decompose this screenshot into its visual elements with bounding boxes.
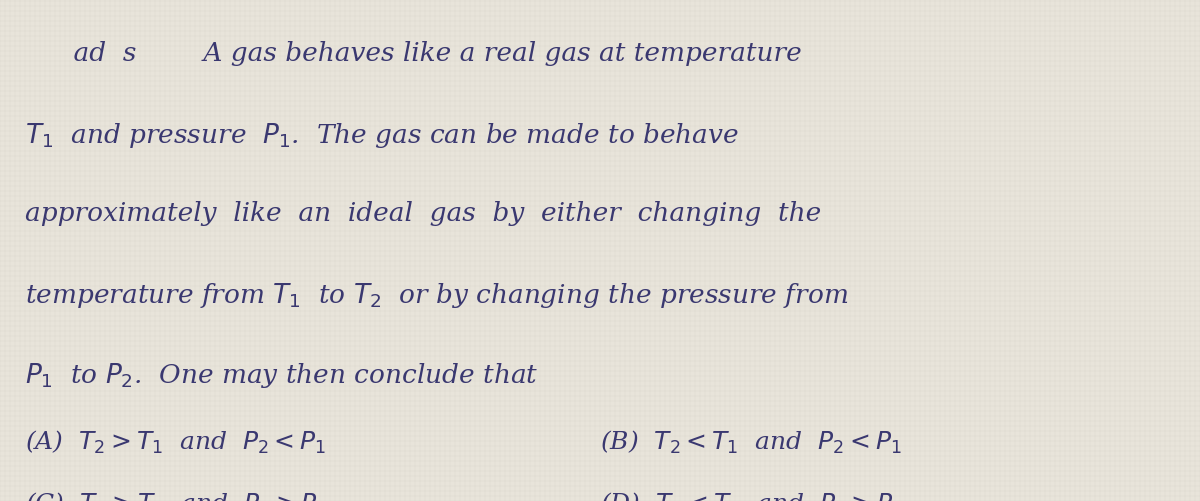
Text: (A)  $T_2 > T_1$  and  $P_2 < P_1$: (A) $T_2 > T_1$ and $P_2 < P_1$ <box>25 429 326 456</box>
Text: approximately  like  an  ideal  gas  by  either  changing  the: approximately like an ideal gas by eithe… <box>25 201 821 226</box>
Text: $P_1$  to $P_2$.  One may then conclude that: $P_1$ to $P_2$. One may then conclude th… <box>25 361 539 390</box>
Text: ad  s        A gas behaves like a real gas at temperature: ad s A gas behaves like a real gas at te… <box>40 41 802 66</box>
Text: (D)  $T_2 < T_1$  and  $P_2 > P_1$: (D) $T_2 < T_1$ and $P_2 > P_1$ <box>600 491 904 501</box>
Text: (C)  $T_2 > T_1$  and  $P_2 > P_1$: (C) $T_2 > T_1$ and $P_2 > P_1$ <box>25 491 328 501</box>
Text: $T_1$  and pressure  $P_1$.  The gas can be made to behave: $T_1$ and pressure $P_1$. The gas can be… <box>25 121 739 150</box>
Text: (B)  $T_2 < T_1$  and  $P_2 < P_1$: (B) $T_2 < T_1$ and $P_2 < P_1$ <box>600 429 901 456</box>
Text: temperature from $T_1$  to $T_2$  or by changing the pressure from: temperature from $T_1$ to $T_2$ or by ch… <box>25 281 848 310</box>
